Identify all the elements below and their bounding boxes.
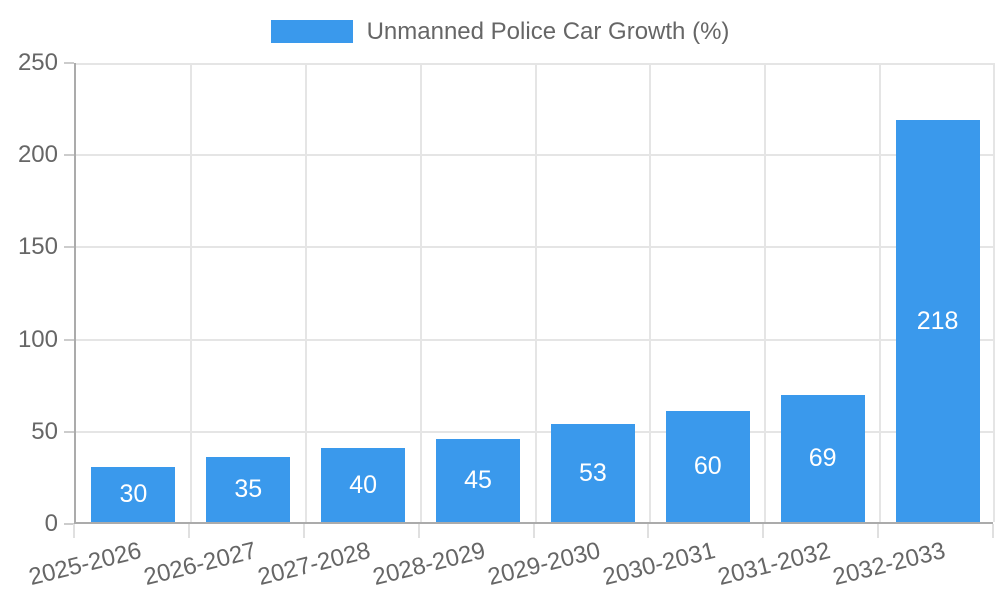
- bar-value-label: 35: [234, 475, 263, 504]
- x-axis-tick-mark: [762, 524, 765, 538]
- bar-value-label: 40: [349, 470, 378, 499]
- gridline-vertical: [534, 63, 537, 522]
- x-axis-tick-label: 2032-2033: [829, 537, 948, 591]
- x-axis-tick-label: 2026-2027: [140, 537, 259, 591]
- x-axis-tick-label: 2027-2028: [255, 537, 374, 591]
- x-axis-tick-label: 2029-2030: [485, 537, 604, 591]
- bar[interactable]: 30: [91, 466, 176, 522]
- y-axis-tick-mark: [64, 154, 74, 157]
- bar-value-label: 69: [808, 443, 837, 472]
- bar-value-label: 218: [916, 306, 959, 335]
- bar[interactable]: 35: [206, 457, 291, 522]
- legend-item[interactable]: Unmanned Police Car Growth (%): [270, 18, 730, 45]
- y-axis-tick-mark: [64, 338, 74, 341]
- y-axis-tick-mark: [64, 523, 74, 525]
- gridline-vertical: [304, 63, 307, 522]
- x-axis-tick-mark: [532, 524, 535, 538]
- gridline-vertical: [649, 63, 652, 522]
- x-axis-tick-label: 2031-2032: [715, 537, 833, 591]
- plot-area: 30 35 40 45 53 60 69 218: [74, 63, 995, 524]
- bar[interactable]: 45: [436, 439, 521, 522]
- bar[interactable]: 218: [895, 120, 980, 522]
- gridline-vertical: [189, 63, 192, 522]
- bar[interactable]: 69: [780, 394, 865, 522]
- gridline-vertical: [993, 63, 995, 522]
- y-axis-tick-label: 100: [17, 325, 58, 353]
- x-axis-tick-mark: [187, 524, 190, 538]
- bar-value-label: 60: [693, 452, 722, 481]
- y-axis-tick-mark: [64, 430, 74, 433]
- gridline-vertical: [419, 63, 422, 522]
- bar[interactable]: 40: [321, 448, 406, 522]
- bar[interactable]: 60: [665, 411, 750, 522]
- y-axis-tick-label: 50: [31, 417, 58, 445]
- bar-value-label: 30: [119, 479, 148, 508]
- y-axis-tick-mark: [64, 246, 74, 249]
- bar-value-label: 53: [579, 458, 607, 487]
- gridline-vertical: [764, 63, 767, 522]
- gridline-vertical: [879, 63, 882, 522]
- y-axis-tick-label: 250: [17, 49, 58, 76]
- legend: Unmanned Police Car Growth (%): [0, 18, 1000, 45]
- x-axis-tick-mark: [73, 524, 75, 538]
- y-axis-tick-label: 150: [17, 233, 58, 261]
- y-axis-tick-mark: [64, 62, 74, 64]
- x-axis-tick-mark: [417, 524, 420, 538]
- x-axis-tick-mark: [992, 524, 994, 538]
- x-axis-tick-label: 2028-2029: [370, 537, 489, 591]
- x-axis-tick-mark: [877, 524, 880, 538]
- legend-swatch-icon: [270, 20, 353, 43]
- x-axis-tick-mark: [302, 524, 305, 538]
- bar-value-label: 45: [464, 466, 492, 495]
- legend-label: Unmanned Police Car Growth (%): [366, 18, 730, 45]
- y-axis-tick-label: 200: [17, 141, 58, 169]
- x-axis-tick-label: 2025-2026: [25, 537, 144, 591]
- x-axis-tick-mark: [647, 524, 650, 538]
- y-axis-tick-label: 0: [44, 510, 58, 537]
- x-axis-tick-label: 2030-2031: [600, 537, 719, 591]
- bar[interactable]: 53: [550, 424, 635, 522]
